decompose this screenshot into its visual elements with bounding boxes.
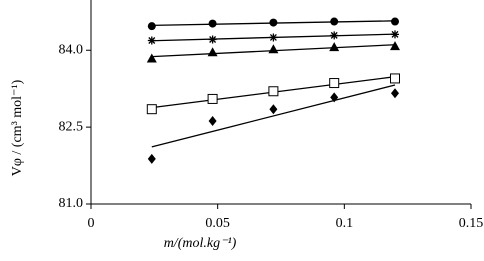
trend-line (151, 84, 396, 148)
y-tick-label: 81.0 (59, 196, 84, 211)
x-axis-label: m/(mol.kg⁻¹) (164, 236, 237, 251)
y-tick-label: 84.0 (59, 42, 84, 57)
marker (147, 153, 156, 164)
marker (391, 30, 399, 39)
marker (391, 88, 399, 99)
marker (268, 44, 279, 54)
marker (329, 78, 340, 89)
marker (208, 35, 217, 44)
x-tick-label: 0.1 (336, 216, 354, 231)
marker (146, 104, 157, 115)
y-tick-label: 82.5 (59, 119, 84, 134)
marker (269, 104, 278, 115)
marker (147, 22, 156, 31)
marker (207, 93, 218, 104)
x-tick-label: 0.15 (459, 216, 484, 231)
marker (330, 92, 339, 103)
marker (329, 42, 340, 52)
marker (208, 115, 217, 126)
marker (391, 17, 399, 26)
marker (269, 18, 278, 27)
marker (269, 33, 278, 42)
marker (268, 86, 279, 97)
marker (147, 36, 156, 45)
marker (390, 41, 400, 51)
marker (390, 73, 400, 84)
x-tick-label: 0.05 (205, 216, 230, 231)
marker (330, 17, 339, 26)
marker (207, 47, 218, 57)
marker (146, 53, 157, 63)
marker (330, 31, 339, 40)
x-tick-label: 0 (88, 216, 95, 231)
marker (208, 19, 217, 28)
y-axis-label: Vφ / (cm³ mol⁻¹) (10, 79, 25, 176)
